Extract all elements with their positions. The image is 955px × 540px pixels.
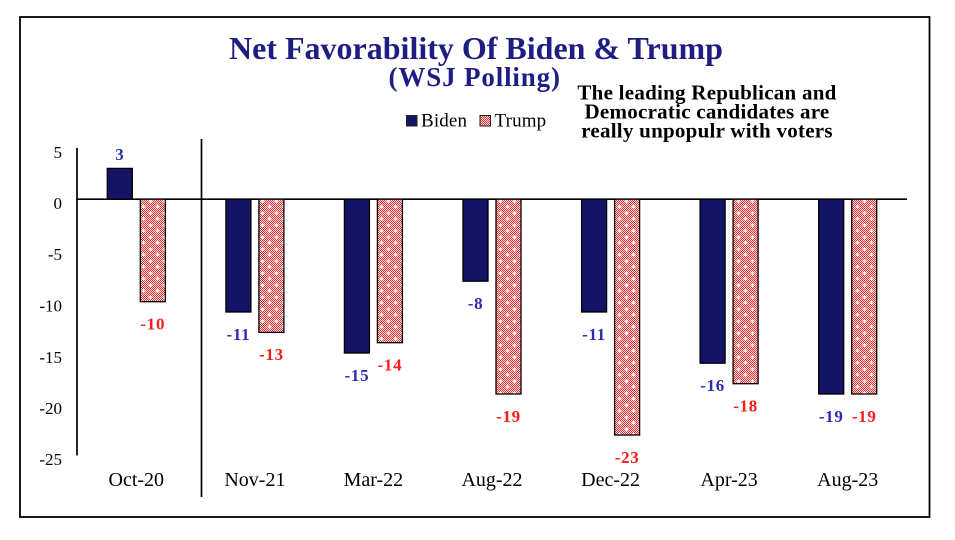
svg-text:-11: -11 <box>582 325 606 344</box>
svg-text:5: 5 <box>54 143 63 162</box>
svg-text:-16: -16 <box>700 376 725 395</box>
svg-text:-13: -13 <box>259 345 284 364</box>
svg-text:-14: -14 <box>378 356 403 375</box>
svg-text:-10: -10 <box>39 297 62 316</box>
svg-text:-20: -20 <box>39 399 62 418</box>
svg-text:Mar-22: Mar-22 <box>344 469 404 491</box>
svg-text:0: 0 <box>54 194 63 213</box>
svg-text:The leading Republican and: The leading Republican and <box>577 81 836 105</box>
svg-text:-15: -15 <box>39 348 62 367</box>
svg-text:-11: -11 <box>226 325 250 344</box>
svg-text:-25: -25 <box>39 450 62 469</box>
svg-text:-19: -19 <box>852 407 877 426</box>
svg-text:Aug-22: Aug-22 <box>461 469 522 491</box>
svg-text:-15: -15 <box>345 366 370 385</box>
svg-text:-23: -23 <box>615 448 640 467</box>
svg-text:-5: -5 <box>48 245 62 264</box>
svg-text:-19: -19 <box>496 407 521 426</box>
svg-text:-18: -18 <box>733 397 758 416</box>
svg-text:Trump: Trump <box>495 111 547 132</box>
svg-text:Dec-22: Dec-22 <box>581 469 640 491</box>
svg-text:really unpopulr with voters: really unpopulr with voters <box>581 119 833 143</box>
svg-text:Democratic candidates are: Democratic candidates are <box>585 100 830 124</box>
svg-text:Biden: Biden <box>421 111 467 132</box>
svg-text:(WSJ Polling): (WSJ Polling) <box>389 62 561 92</box>
svg-text:-8: -8 <box>468 294 484 313</box>
svg-text:3: 3 <box>115 145 124 164</box>
svg-text:Nov-21: Nov-21 <box>224 469 285 491</box>
svg-text:-10: -10 <box>140 315 165 334</box>
svg-text:Aug-23: Aug-23 <box>817 469 878 491</box>
svg-text:Net Favorability Of Biden & Tr: Net Favorability Of Biden & Trump <box>229 30 723 66</box>
svg-text:Oct-20: Oct-20 <box>109 469 165 491</box>
svg-text:Apr-23: Apr-23 <box>700 469 757 491</box>
svg-text:-19: -19 <box>819 407 844 426</box>
